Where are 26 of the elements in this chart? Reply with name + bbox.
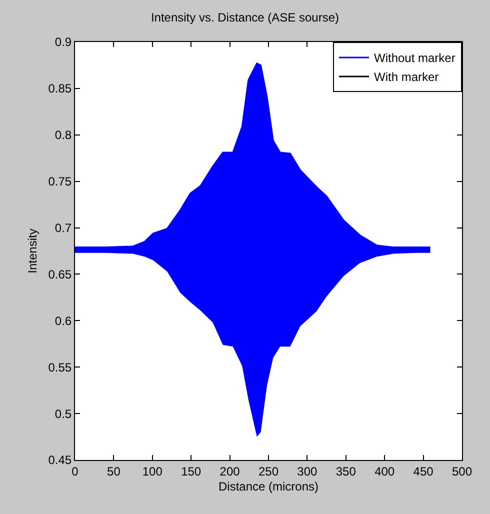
x-axis-title: Distance (microns) <box>218 479 319 494</box>
y-tick-label: 0.9 <box>54 35 72 50</box>
x-tick-label: 300 <box>297 464 318 478</box>
x-tick-label: 250 <box>258 464 279 478</box>
chart-title: Intensity vs. Distance (ASE sourse) <box>150 10 340 24</box>
legend-label: Without marker <box>374 51 456 66</box>
x-tick-label: 350 <box>336 464 356 478</box>
y-tick-label: 0.7 <box>54 220 72 235</box>
x-tick-label: 50 <box>107 464 121 478</box>
y-tick-label: 0.6 <box>54 314 72 328</box>
x-tick-label: 100 <box>142 464 163 478</box>
y-axis-title: Intensity <box>26 228 40 274</box>
y-tick-label: 0.8 <box>54 128 72 142</box>
x-tick-label: 450 <box>413 464 434 478</box>
y-tick-label: 0.75 <box>48 174 72 189</box>
x-tick-label: 150 <box>181 464 202 478</box>
x-tick-label: 400 <box>374 464 395 478</box>
y-tick-label: 0.65 <box>48 267 72 282</box>
legend-label: With marker <box>374 70 439 84</box>
x-tick-label: 0 <box>72 464 79 478</box>
y-tick-label: 0.55 <box>48 360 72 374</box>
x-tick-label: 500 <box>452 464 472 478</box>
x-tick-label: 200 <box>220 464 240 478</box>
y-tick-label: 0.5 <box>54 406 72 421</box>
y-tick-label: 0.45 <box>48 453 72 468</box>
y-tick-label: 0.85 <box>48 82 72 96</box>
